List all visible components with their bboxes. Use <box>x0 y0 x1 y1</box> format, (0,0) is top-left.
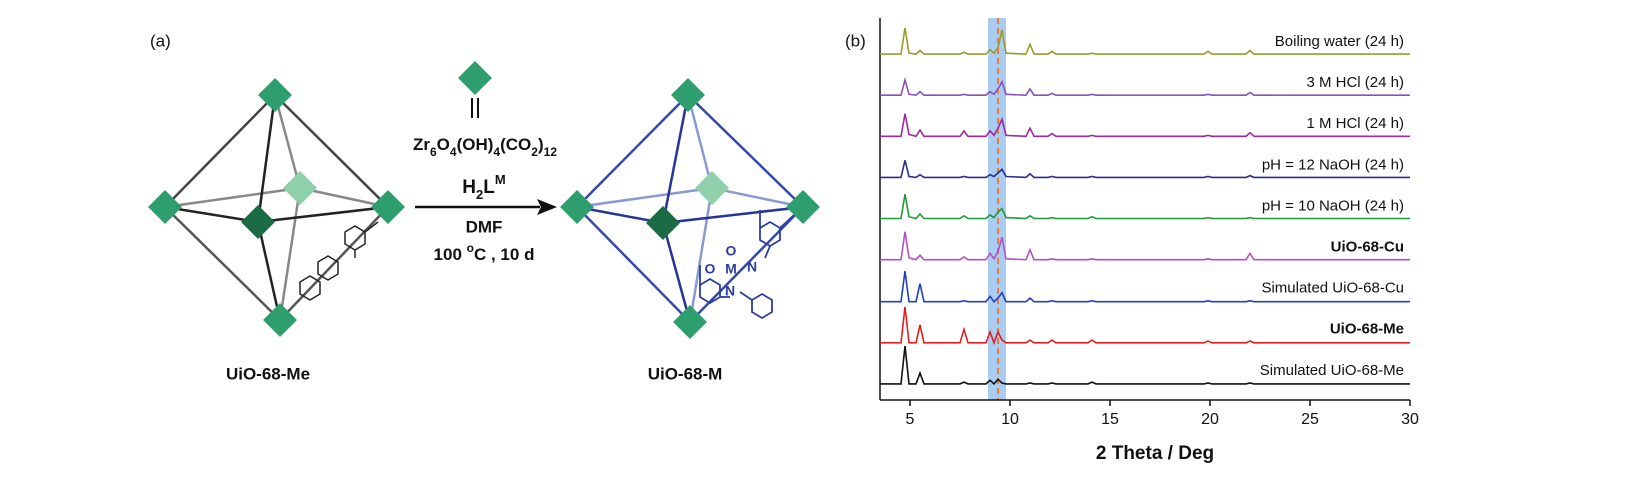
reagent: Zr6O4(OH)4(CO2)12 <box>413 135 557 159</box>
right-label: UiO-68-M <box>648 364 723 383</box>
x-tick-label: 30 <box>1401 411 1419 428</box>
octahedron-left <box>164 94 389 321</box>
formula-part: C , 10 d <box>474 245 534 264</box>
series-label: pH = 12 NaOH (24 h) <box>1262 156 1404 173</box>
formula-part: (OH) <box>457 135 494 154</box>
xrd-plot: 5 10 15 20 25 30 2 Theta / Deg Boiling water (2… <box>879 18 1419 464</box>
xrd-pattern <box>880 76 1410 97</box>
x-tick-label: 5 <box>906 411 915 428</box>
series-label: UiO-68-Cu <box>1331 239 1404 256</box>
series-label: 3 M HCl (24 h) <box>1306 74 1404 91</box>
formula-part: ) <box>538 135 544 154</box>
xrd-pattern <box>880 27 1410 55</box>
atom-label: M <box>725 261 737 277</box>
formula-part: 4 <box>493 145 500 159</box>
formula-part: O <box>437 135 450 154</box>
formula-part: 2 <box>531 145 538 159</box>
series-label: pH = 10 NaOH (24 h) <box>1262 197 1404 214</box>
x-tick-label: 20 <box>1201 411 1219 428</box>
formula-part: 6 <box>430 145 437 159</box>
series-label: Simulated UiO-68-Cu <box>1261 280 1404 297</box>
xrd-pattern <box>880 231 1410 261</box>
series-label: Simulated UiO-68-Me <box>1260 362 1404 379</box>
solvent: DMF <box>466 217 503 236</box>
ligand: H2LM <box>462 172 505 202</box>
atom-label: O <box>705 261 716 277</box>
molecule-labels: O O M N N <box>705 243 758 299</box>
formula-part: M <box>495 172 506 187</box>
formula-part: 100 <box>434 245 467 264</box>
formula-part: 12 <box>544 145 558 159</box>
formula-part: L <box>483 177 495 198</box>
octahedron-left-nodes <box>148 78 405 337</box>
panel-label: (a) <box>150 31 171 50</box>
formula-part: H <box>462 177 476 198</box>
formula-part: Zr <box>413 135 430 154</box>
series-label: Boiling water (24 h) <box>1275 33 1404 50</box>
panel-label: (b) <box>845 31 866 50</box>
series-label: 1 M HCl (24 h) <box>1306 115 1404 132</box>
formula-part: o <box>467 241 474 255</box>
xrd-pattern <box>880 194 1410 220</box>
octahedron-right <box>576 94 804 323</box>
condition: 100 oC , 10 d <box>434 241 535 264</box>
series-label: UiO-68-Me <box>1330 321 1404 338</box>
x-tick-label: 15 <box>1101 411 1119 428</box>
xrd-pattern <box>880 113 1410 138</box>
formula-part: 4 <box>450 145 457 159</box>
xrd-pattern <box>880 160 1410 179</box>
formula-part: 2 <box>476 187 483 202</box>
xrd-pattern <box>880 306 1410 346</box>
xrd-pattern <box>880 346 1410 386</box>
x-tick-label: 25 <box>1301 411 1319 428</box>
x-axis-label: 2 Theta / Deg <box>1096 443 1214 464</box>
formula-part: (CO <box>500 135 531 154</box>
left-label: UiO-68-Me <box>226 364 310 383</box>
x-tick-label: 10 <box>1001 411 1019 428</box>
atom-label: O <box>726 243 737 259</box>
atom-label: N <box>725 283 735 299</box>
atom-label: N <box>747 259 757 275</box>
xrd-pattern <box>880 270 1410 303</box>
